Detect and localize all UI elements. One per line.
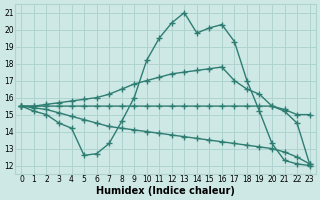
X-axis label: Humidex (Indice chaleur): Humidex (Indice chaleur) — [96, 186, 235, 196]
